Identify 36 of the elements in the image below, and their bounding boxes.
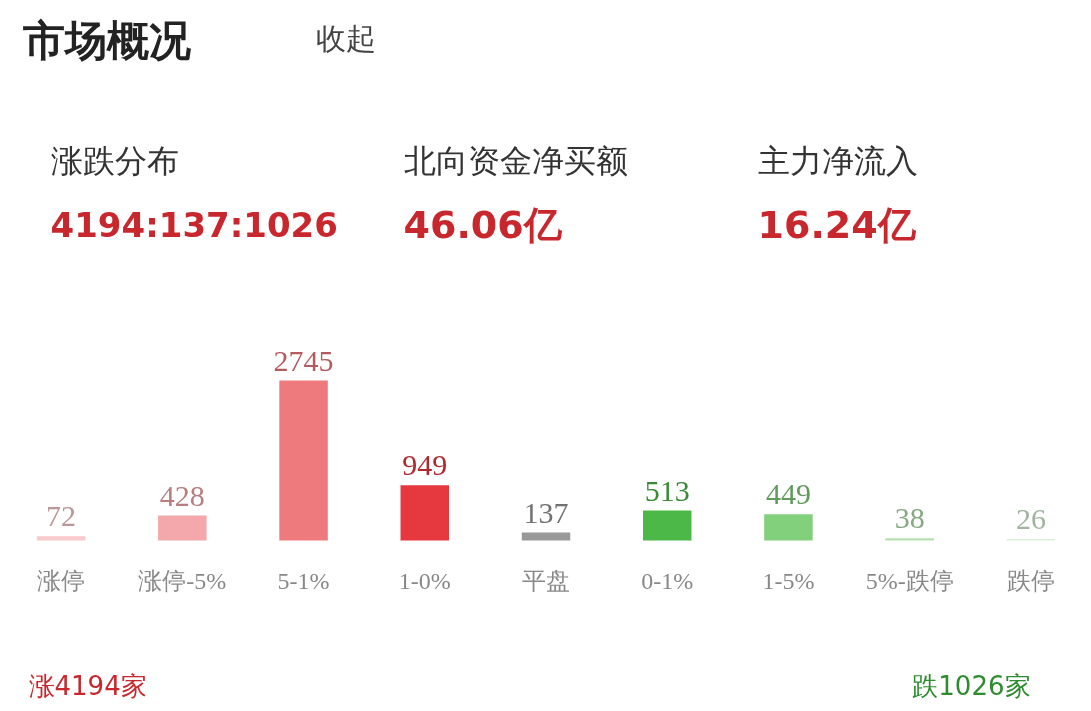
bar	[279, 380, 328, 541]
bar	[36, 536, 86, 541]
bar	[400, 485, 450, 541]
data-label: 449	[765, 477, 811, 511]
x-tick-label: 平盘	[522, 567, 570, 594]
x-tick-label: 5%-跌停	[865, 567, 954, 594]
x-tick-label: 1-5%	[762, 567, 815, 594]
text: 北向资金净买额	[403, 141, 628, 180]
text: 16.24亿	[757, 202, 917, 247]
data-label: 26	[1015, 501, 1046, 535]
data-label: 72	[46, 499, 77, 533]
data-label: 513	[644, 473, 690, 507]
x-tick-label: 涨停	[37, 567, 86, 594]
x-tick-label: 0-1%	[641, 567, 694, 594]
bar	[158, 515, 207, 541]
x-tick-label: 1-0%	[398, 567, 451, 594]
chart-title: 市场概况	[21, 16, 191, 65]
data-label: 137	[523, 495, 569, 529]
data-label: 2745	[273, 343, 334, 377]
bar	[642, 510, 692, 541]
text: 跌1026家	[912, 670, 1031, 701]
bar	[885, 538, 934, 541]
text: 主力净流入	[757, 141, 918, 180]
x-tick-label: 涨停-5%	[138, 567, 227, 594]
data-label: 38	[894, 501, 925, 535]
text: 涨4194家	[28, 670, 147, 701]
bar	[521, 532, 571, 541]
bar	[764, 514, 813, 541]
text: 4194:137:1026	[50, 204, 338, 245]
x-tick-label: 5-1%	[277, 567, 330, 594]
text: 涨跌分布	[50, 141, 179, 180]
data-label: 949	[402, 448, 448, 482]
text: 收起	[315, 21, 376, 56]
text: 46.06亿	[403, 202, 563, 247]
x-tick-label: 跌停	[1006, 567, 1055, 594]
data-label: 428	[159, 478, 205, 512]
